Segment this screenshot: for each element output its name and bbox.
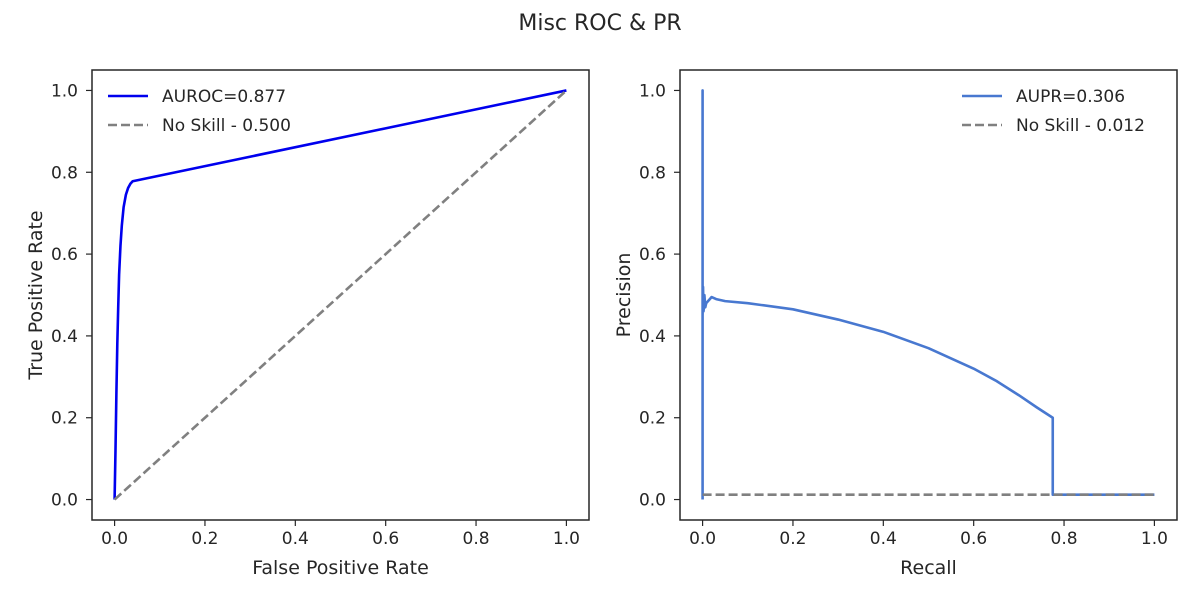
pr-x-tick-label: 0.4 (870, 529, 897, 549)
pr-x-tick-label: 0.2 (779, 529, 806, 549)
pr-y-tick-label: 0.6 (639, 245, 666, 265)
pr-y-tick-label: 0.4 (639, 327, 666, 347)
pr-x-tick-label: 0.8 (1051, 529, 1078, 549)
roc-y-tick-label: 0.8 (51, 163, 78, 183)
roc-x-tick-label: 0.2 (191, 529, 218, 549)
pr-legend: AUPR=0.306 No Skill - 0.012 (962, 87, 1145, 136)
roc-legend: AUROC=0.877 No Skill - 0.500 (108, 87, 291, 136)
pr-legend-label: AUPR=0.306 (1016, 87, 1125, 107)
pr-axes-frame (679, 69, 1178, 521)
roc-y-tick-label: 0.2 (51, 409, 78, 429)
roc-y-tick-label: 1.0 (51, 81, 78, 101)
pr-x-tick-label: 0.0 (689, 529, 716, 549)
pr-y-axis-label: Precision (613, 253, 635, 338)
pr-x-axis-label: Recall (900, 557, 957, 579)
roc-x-tick-label: 1.0 (553, 529, 580, 549)
roc-y-axis-label: True Positive Rate (25, 210, 47, 380)
pr-y-tick-label: 0.2 (639, 409, 666, 429)
roc-panel: 0.0 0.2 0.4 0.6 0.8 1.0 0.0 0.2 0.4 0.6 0.8 1.0 Fals… (25, 69, 590, 579)
roc-x-tick-label: 0.8 (463, 529, 490, 549)
pr-panel: 0.0 0.2 0.4 0.6 0.8 1.0 0.0 0.2 0.4 0.6 0.8 1.0 Reca… (613, 69, 1178, 579)
pr-y-tick-label: 0.0 (639, 491, 666, 511)
pr-x-tick-label: 1.0 (1141, 529, 1168, 549)
roc-x-tick-label: 0.0 (101, 529, 128, 549)
figure-title: Misc ROC & PR (518, 11, 681, 36)
roc-y-tick-label: 0.4 (51, 327, 78, 347)
pr-x-tick-label: 0.6 (960, 529, 987, 549)
roc-y-tick-label: 0.0 (51, 491, 78, 511)
pr-series-curve (701, 89, 1155, 500)
roc-series-no-skill-line (113, 89, 568, 501)
roc-x-axis-label: False Positive Rate (252, 557, 429, 579)
roc-legend-label: AUROC=0.877 (162, 87, 286, 107)
pr-y-tick-label: 1.0 (639, 81, 666, 101)
roc-x-tick-label: 0.6 (372, 529, 399, 549)
roc-axes-frame (91, 69, 590, 521)
pr-y-tick-label: 0.8 (639, 163, 666, 183)
roc-x-tick-label: 0.4 (282, 529, 309, 549)
roc-y-tick-label: 0.6 (51, 245, 78, 265)
pr-legend-label: No Skill - 0.012 (1016, 116, 1145, 136)
roc-legend-label: No Skill - 0.500 (162, 116, 291, 136)
roc-series-curve (113, 89, 567, 500)
